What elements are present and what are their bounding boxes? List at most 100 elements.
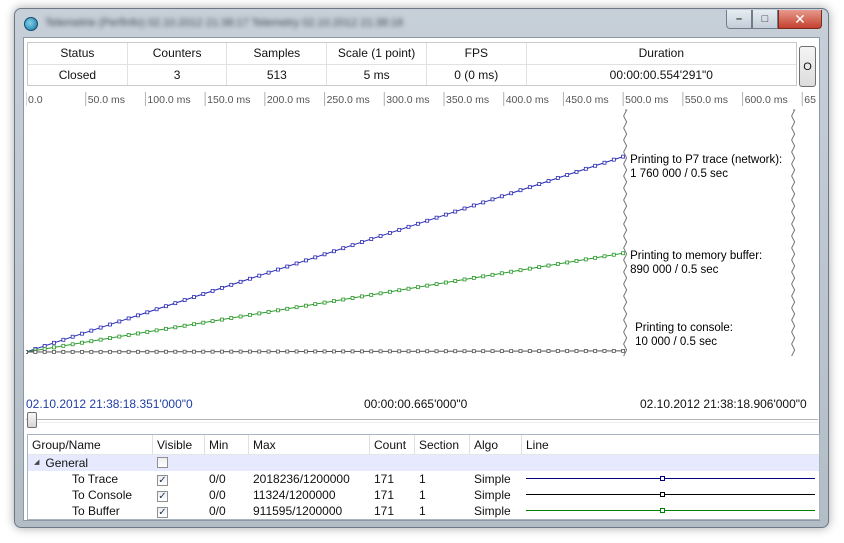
line-style-cell[interactable]: [522, 487, 819, 503]
max-value: 2018236/1200000: [253, 472, 350, 486]
series-point-console: [499, 349, 504, 354]
series-point-console: [397, 349, 402, 354]
header-max[interactable]: Max: [249, 435, 370, 454]
line-marker: [660, 476, 665, 481]
end-separator-left: [623, 109, 628, 357]
visible-checkbox[interactable]: ✓: [157, 507, 168, 518]
series-point-buffer: [294, 305, 299, 310]
minimize-button[interactable]: –: [726, 10, 752, 29]
series-point-console: [238, 349, 243, 354]
chart-area[interactable]: 0.0 50.0 ms 100.0 ms 150.0 ms 200.0 ms 250.0 …: [26, 92, 819, 392]
x-tick-label: 450.0 ms: [565, 94, 609, 106]
timeline-slider-track[interactable]: [26, 419, 818, 423]
series-point-trace: [52, 340, 56, 345]
series-point-console: [33, 350, 38, 354]
group-visible-checkbox[interactable]: [157, 457, 168, 468]
series-point-buffer: [527, 266, 532, 271]
series-point-console: [415, 349, 420, 354]
series-point-trace: [117, 319, 122, 324]
timeline-slider-thumb[interactable]: [27, 412, 37, 428]
series-point-console: [546, 349, 551, 353]
series-point-trace: [565, 173, 570, 177]
header-algo[interactable]: Algo: [470, 435, 522, 454]
series-point-console: [173, 349, 178, 354]
series-point-console: [471, 349, 476, 354]
maximize-button[interactable]: □: [752, 10, 778, 29]
header-section[interactable]: Section: [415, 435, 470, 454]
fps-header: FPS: [427, 43, 527, 64]
series-point-buffer: [565, 260, 570, 265]
series-point-buffer: [574, 259, 579, 263]
fps-value: 0 (0 ms): [427, 65, 527, 85]
series-point-console: [61, 350, 66, 354]
app-icon[interactable]: [24, 17, 38, 31]
series-point-buffer: [304, 303, 308, 308]
title-bar[interactable]: Telemetrie (PerfInfo) 02.10.2012 21:38:1…: [15, 9, 828, 37]
visible-checkbox[interactable]: ✓: [157, 475, 168, 486]
series-point-buffer: [285, 306, 290, 311]
close-button[interactable]: ✕: [778, 10, 822, 29]
series-point-trace: [397, 227, 402, 232]
series-point-trace: [136, 313, 140, 318]
line-style-cell[interactable]: [522, 503, 819, 519]
series-point-trace: [369, 237, 374, 241]
header-line[interactable]: Line: [526, 438, 549, 452]
series-point-console: [378, 349, 383, 354]
table-row[interactable]: To Console ✓ 0/0 11324/1200000 171 1 Simple: [28, 487, 819, 503]
annotation-value: 1 760 000 / 0.5 sec: [630, 167, 728, 180]
series-point-console: [126, 349, 131, 354]
algo-value: Simple: [474, 504, 511, 518]
open-button[interactable]: O: [799, 46, 816, 87]
counters-header: Counters: [128, 43, 228, 64]
app-window: Telemetrie (PerfInfo) 02.10.2012 21:38:1…: [14, 8, 829, 528]
series-point-trace: [257, 273, 262, 278]
series-point-trace: [434, 215, 439, 220]
series-point-trace: [415, 221, 420, 226]
series-point-console: [52, 350, 56, 354]
series-point-trace: [602, 160, 607, 165]
series-point-console: [369, 349, 374, 354]
count-value: 171: [374, 488, 395, 502]
x-tick-label: 300.0 ms: [386, 94, 430, 106]
series-point-buffer: [555, 262, 560, 266]
visible-cell: ✓: [153, 471, 205, 487]
visible-checkbox[interactable]: ✓: [157, 491, 168, 502]
table-row[interactable]: To Buffer ✓ 0/0 911595/1200000 171 1 Simple: [28, 503, 819, 519]
header-visible[interactable]: Visible: [153, 435, 205, 454]
series-point-console: [518, 349, 523, 353]
duration-value: 00:00:00.554'291"0: [609, 68, 713, 82]
series-point-buffer: [210, 319, 215, 324]
series-point-trace: [611, 157, 616, 162]
series-point-trace: [182, 298, 187, 303]
series-point-console: [136, 349, 140, 354]
series-point-buffer: [621, 251, 626, 256]
series-point-trace: [583, 166, 588, 171]
series-point-buffer: [322, 300, 327, 305]
line-style-cell[interactable]: [522, 471, 819, 487]
collapse-triangle-icon[interactable]: ◢: [34, 459, 40, 466]
table-row[interactable]: To Trace ✓ 0/0 2018236/1200000 171 1 Simple: [28, 471, 819, 487]
series-point-buffer: [341, 297, 346, 302]
line-sample: [526, 492, 815, 497]
x-tick-label: 50.0 ms: [87, 94, 126, 106]
series-point-trace: [80, 331, 84, 336]
series-point-trace: [238, 279, 243, 284]
series-point-trace: [70, 334, 75, 339]
x-tick-label: 100.0 ms: [147, 94, 191, 106]
scale-header: Scale (1 point): [327, 43, 427, 64]
series-point-trace: [322, 252, 327, 257]
header-min[interactable]: Min: [205, 435, 249, 454]
series-point-trace: [621, 154, 626, 159]
series-point-trace: [61, 337, 66, 342]
series-point-trace: [145, 310, 150, 315]
group-row-general[interactable]: ◢ General: [28, 455, 819, 471]
timeline-end: 02.10.2012 21:38:18.906'000"0: [640, 397, 807, 411]
header-count[interactable]: Count: [370, 435, 415, 454]
series-point-console: [42, 350, 47, 354]
series-point-console: [350, 349, 355, 354]
series-point-buffer: [462, 277, 467, 282]
header-group-name[interactable]: Group/Name: [28, 435, 153, 454]
series-point-console: [527, 349, 532, 353]
series-point-buffer: [397, 288, 402, 293]
group-name: General: [45, 456, 89, 470]
